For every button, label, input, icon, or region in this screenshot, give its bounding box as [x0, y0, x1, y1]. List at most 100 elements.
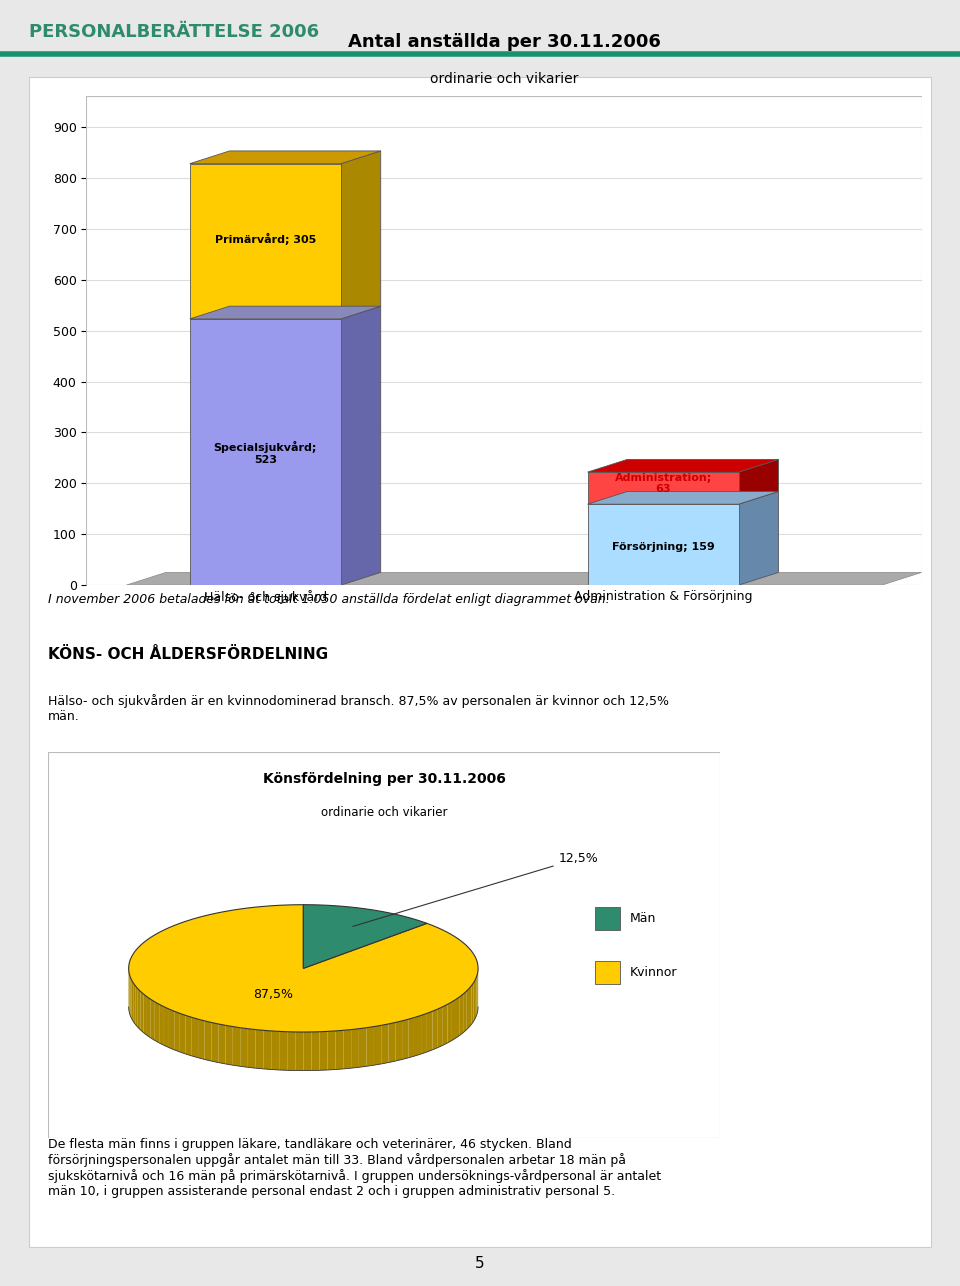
- Polygon shape: [738, 459, 779, 504]
- Polygon shape: [359, 1028, 367, 1067]
- Text: PERSONALBERÄTTELSE 2006: PERSONALBERÄTTELSE 2006: [29, 23, 319, 41]
- Polygon shape: [248, 1029, 255, 1069]
- Bar: [588, 504, 738, 585]
- Polygon shape: [232, 1026, 240, 1066]
- Polygon shape: [296, 1031, 303, 1070]
- Polygon shape: [185, 1016, 192, 1056]
- Polygon shape: [351, 1029, 359, 1069]
- Polygon shape: [131, 977, 132, 1019]
- Polygon shape: [415, 1016, 421, 1056]
- Polygon shape: [151, 999, 155, 1040]
- Text: Specialsjukvård;
523: Specialsjukvård; 523: [214, 441, 317, 464]
- Polygon shape: [469, 986, 471, 1028]
- Polygon shape: [129, 905, 478, 1031]
- Polygon shape: [427, 1011, 432, 1052]
- Bar: [190, 163, 341, 319]
- Polygon shape: [463, 992, 467, 1033]
- Text: Män: Män: [630, 912, 657, 925]
- Polygon shape: [287, 1031, 296, 1070]
- Text: Antal anställda per 30.11.2006: Antal anställda per 30.11.2006: [348, 33, 660, 51]
- Polygon shape: [396, 1021, 402, 1061]
- FancyBboxPatch shape: [29, 77, 931, 1247]
- Text: 87,5%: 87,5%: [253, 989, 293, 1002]
- Polygon shape: [409, 1017, 415, 1058]
- Polygon shape: [303, 905, 427, 968]
- Text: 5: 5: [475, 1256, 485, 1271]
- Polygon shape: [421, 1013, 427, 1055]
- Polygon shape: [381, 1024, 389, 1064]
- Polygon shape: [367, 1026, 374, 1066]
- Polygon shape: [447, 1002, 452, 1043]
- Bar: [595, 907, 620, 930]
- Polygon shape: [443, 1004, 447, 1046]
- Polygon shape: [144, 994, 147, 1035]
- Polygon shape: [137, 989, 140, 1030]
- Bar: [595, 961, 620, 984]
- Text: Hälso- och sjukvården är en kvinnodominerad bransch. 87,5% av personalen är kvin: Hälso- och sjukvården är en kvinnodomine…: [48, 694, 669, 723]
- Text: 12,5%: 12,5%: [353, 851, 598, 926]
- Text: Könsfördelning per 30.11.2006: Könsfördelning per 30.11.2006: [263, 772, 505, 786]
- Polygon shape: [344, 1030, 351, 1069]
- Polygon shape: [327, 1031, 335, 1070]
- Polygon shape: [263, 1030, 272, 1070]
- Text: ordinarie och vikarier: ordinarie och vikarier: [321, 806, 447, 819]
- Polygon shape: [475, 977, 476, 1019]
- Polygon shape: [588, 459, 779, 472]
- Polygon shape: [180, 1013, 185, 1055]
- Text: I november 2006 betalades lön åt totalt 1.050 anställda fördelat enligt diagramm: I november 2006 betalades lön åt totalt …: [48, 592, 610, 606]
- Polygon shape: [389, 1022, 396, 1062]
- Text: KÖNS- OCH ÅLDERSFÖRDELNING: KÖNS- OCH ÅLDERSFÖRDELNING: [48, 647, 328, 662]
- Polygon shape: [126, 572, 922, 585]
- Polygon shape: [198, 1020, 204, 1060]
- Polygon shape: [471, 983, 473, 1025]
- Polygon shape: [272, 1031, 279, 1070]
- Polygon shape: [190, 150, 381, 163]
- Polygon shape: [159, 1004, 164, 1046]
- Polygon shape: [240, 1028, 248, 1067]
- Polygon shape: [135, 986, 137, 1028]
- Polygon shape: [335, 1030, 344, 1070]
- Polygon shape: [140, 992, 144, 1033]
- Polygon shape: [147, 997, 151, 1038]
- Polygon shape: [155, 1002, 159, 1043]
- Bar: [588, 472, 738, 504]
- Polygon shape: [192, 1017, 198, 1058]
- Text: Kvinnor: Kvinnor: [630, 966, 678, 979]
- Polygon shape: [279, 1031, 287, 1070]
- Polygon shape: [341, 150, 381, 319]
- Text: Försörjning; 159: Försörjning; 159: [612, 541, 714, 552]
- Polygon shape: [169, 1010, 175, 1049]
- Polygon shape: [211, 1022, 218, 1062]
- Polygon shape: [164, 1007, 169, 1048]
- Text: Primärvård; 305: Primärvård; 305: [215, 233, 316, 246]
- Text: De flesta män finns i gruppen läkare, tandläkare och veterinärer, 46 stycken. Bl: De flesta män finns i gruppen läkare, ta…: [48, 1138, 661, 1199]
- Polygon shape: [133, 983, 135, 1025]
- Polygon shape: [311, 1031, 320, 1070]
- Polygon shape: [402, 1020, 409, 1060]
- Polygon shape: [303, 1031, 311, 1070]
- Polygon shape: [738, 491, 779, 585]
- Polygon shape: [467, 989, 469, 1030]
- Polygon shape: [190, 306, 381, 319]
- Polygon shape: [255, 1030, 263, 1069]
- Polygon shape: [473, 980, 475, 1021]
- Text: ordinarie och vikarier: ordinarie och vikarier: [430, 72, 578, 86]
- Polygon shape: [320, 1031, 327, 1070]
- Polygon shape: [175, 1011, 180, 1052]
- Polygon shape: [452, 999, 456, 1040]
- Polygon shape: [460, 994, 463, 1035]
- Bar: [190, 319, 341, 585]
- Polygon shape: [438, 1007, 443, 1048]
- Polygon shape: [374, 1025, 381, 1065]
- Polygon shape: [341, 306, 381, 585]
- Polygon shape: [432, 1010, 438, 1049]
- FancyBboxPatch shape: [48, 752, 720, 1138]
- Polygon shape: [456, 997, 460, 1038]
- FancyBboxPatch shape: [0, 58, 960, 1286]
- Polygon shape: [588, 491, 779, 504]
- Polygon shape: [226, 1025, 232, 1065]
- Text: Administration;
63: Administration; 63: [614, 472, 711, 494]
- Polygon shape: [132, 980, 133, 1021]
- Polygon shape: [218, 1024, 226, 1064]
- Polygon shape: [204, 1021, 211, 1061]
